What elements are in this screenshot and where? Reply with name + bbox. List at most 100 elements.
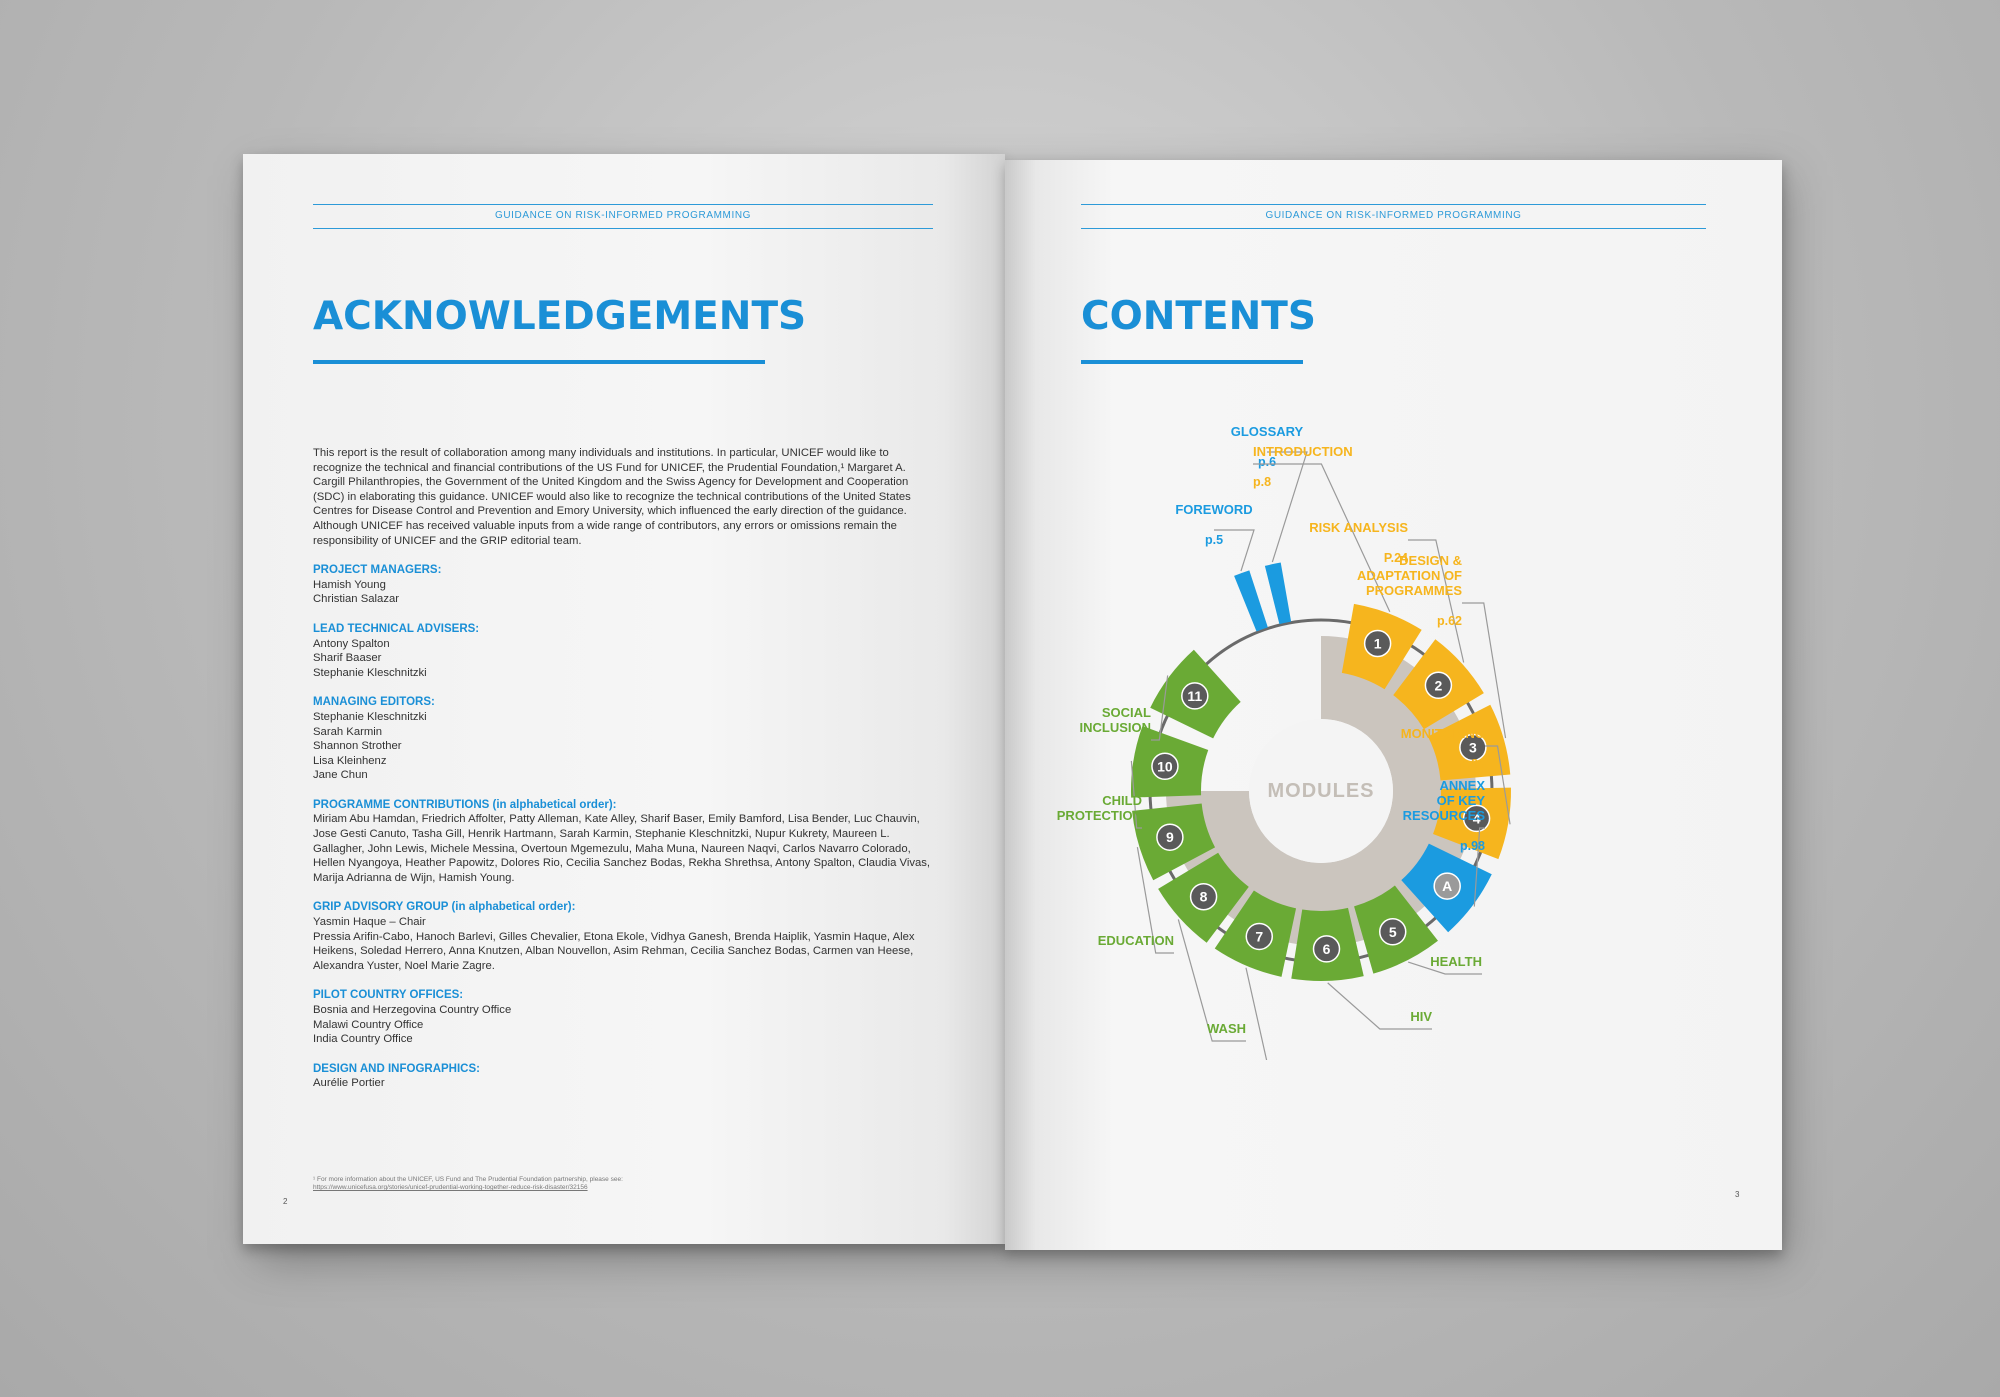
module-number-badge xyxy=(1378,918,1407,946)
toc-label: GLOSSARY xyxy=(1231,424,1304,439)
center-label: MODULES xyxy=(1268,780,1375,802)
toc-item-9[interactable]: 9 EDUCATION xyxy=(1098,803,1216,954)
credit-line: Antony Spalton xyxy=(313,637,390,650)
toc-item-7[interactable]: 7NUTRITION xyxy=(1214,890,1301,1060)
module-number-badge xyxy=(1462,804,1491,833)
page-number: 3 xyxy=(1735,1190,1740,1199)
toc-item-2[interactable]: 2 RISK ANALYSIS P.24 xyxy=(1309,520,1484,730)
credit-section: PROJECT MANAGERS: Hamish Young Christian S… xyxy=(313,563,933,607)
module-number: 5 xyxy=(1389,924,1397,940)
module-number: 2 xyxy=(1435,677,1443,693)
footnote-link[interactable]: https://www.unicefusa.org/stories/unicef… xyxy=(313,1184,588,1191)
credit-section: GRIP ADVISORY GROUP (in alphabetical ord… xyxy=(313,900,933,973)
module-number: 9 xyxy=(1166,829,1174,845)
module-number-badge xyxy=(1433,872,1461,900)
credit-line: Aurélie Portier xyxy=(313,1077,385,1090)
leader-line xyxy=(1245,967,1268,1060)
toc-label: FOREWORD xyxy=(1175,502,1252,517)
toc-item-8[interactable]: 8 WASH xyxy=(1158,852,1249,1042)
leader-line xyxy=(1214,529,1255,572)
toc-item-6[interactable]: 6 HIV xyxy=(1291,907,1432,1030)
module-number: 1 xyxy=(1374,635,1382,651)
leader-line xyxy=(1253,463,1391,613)
credit-line: Yasmin Haque – Chair xyxy=(313,916,426,929)
footnote: ¹ For more information about the UNICEF,… xyxy=(313,1176,733,1192)
running-head: GUIDANCE ON RISK-INFORMED PROGRAMMING xyxy=(494,210,752,221)
credit-section: PROGRAMME CONTRIBUTIONS (in alphabetical… xyxy=(313,798,933,886)
credit-line: Bosnia and Herzegovina Country Office xyxy=(313,1004,512,1016)
toc-item-1[interactable]: 1 INTRODUCTION p.8 xyxy=(1253,444,1422,690)
center-disk xyxy=(1249,719,1393,863)
toc-label: ADAPTATION OF xyxy=(1357,568,1462,583)
leader-line xyxy=(1130,760,1142,829)
front-matter-tab-foreword[interactable] xyxy=(1234,570,1268,632)
credit-line: Malawi Country Office xyxy=(313,1018,424,1031)
section-heading: MANAGING EDITORS: xyxy=(313,696,435,709)
credit-sections: PROJECT MANAGERS: Hamish Young Christian S… xyxy=(313,563,933,1091)
toc-item-5[interactable]: 5 HEALTH xyxy=(1354,885,1482,975)
toc-page-ref: P.24 xyxy=(1384,551,1408,565)
toc-label: HEALTH xyxy=(1430,954,1482,969)
credit-line: India Country Office xyxy=(313,1033,413,1046)
right-page: GUIDANCE ON RISK-INFORMED PROGRAMMING CO… xyxy=(1005,160,1782,1250)
credit-line: Miriam Abu Hamdan, Friedrich Affolter, P… xyxy=(313,813,931,884)
section-heading: DESIGN AND INFOGRAPHICS: xyxy=(313,1062,480,1075)
module-number: A xyxy=(1442,878,1452,894)
toc-label: CHILD xyxy=(1102,793,1142,808)
toc-page-ref: p.6 xyxy=(1258,455,1276,469)
header-rule-bottom xyxy=(313,228,933,229)
credit-line: Stephanie Kleschnitzki xyxy=(313,710,427,723)
footnote-text: ¹ For more information about the UNICEF,… xyxy=(313,1176,623,1183)
module-number: 6 xyxy=(1323,941,1331,957)
module-number-badge xyxy=(1424,671,1453,700)
toc-label: PROTECTION xyxy=(1057,808,1142,823)
module-number-badge xyxy=(1245,922,1274,951)
toc-label: MONITORING xyxy=(1401,726,1485,741)
section-heading: PROGRAMME CONTRIBUTIONS (in alphabetical… xyxy=(313,798,617,811)
toc-label: RISK ANALYSIS xyxy=(1309,520,1408,535)
leader-line xyxy=(1267,451,1308,563)
credit-line: Lisa Kleinhenz xyxy=(313,754,387,767)
front-matter-tab-glossary[interactable] xyxy=(1264,562,1292,625)
toc-label: OF KEY xyxy=(1437,793,1486,808)
left-page: GUIDANCE ON RISK-INFORMED PROGRAMMING AC… xyxy=(243,154,1005,1244)
module-number: 7 xyxy=(1255,928,1263,944)
page-title: CONTENTS xyxy=(1081,294,1316,339)
credit-line: Jane Chun xyxy=(313,769,368,782)
toc-label: SOCIAL xyxy=(1102,705,1151,720)
leader-line xyxy=(1408,539,1465,663)
module-number-badge xyxy=(1156,823,1184,851)
toc-page-ref: p.98 xyxy=(1460,839,1485,853)
header-rule-bottom xyxy=(1081,228,1706,229)
title-underline xyxy=(313,360,765,364)
credit-line: Sharif Baaser xyxy=(313,652,382,665)
toc-item-4[interactable]: 4 MONITORING p.86 xyxy=(1401,726,1511,860)
section-heading: GRIP ADVISORY GROUP (in alphabetical ord… xyxy=(313,901,576,914)
toc-label: PROGRAMMES xyxy=(1366,583,1462,598)
credit-section: PILOT COUNTRY OFFICES: Bosnia and Herzego… xyxy=(313,988,933,1046)
toc-label: WASH xyxy=(1207,1021,1246,1036)
running-head: GUIDANCE ON RISK-INFORMED PROGRAMMING xyxy=(1265,210,1522,221)
credit-line: Hamish Young xyxy=(313,578,386,591)
module-number: 11 xyxy=(1187,688,1202,704)
credit-section: DESIGN AND INFOGRAPHICS: Aurélie Portier xyxy=(313,1062,933,1091)
acknowledgements-body: This report is the result of collaborati… xyxy=(313,446,933,1091)
toc-page-ref: p.86 xyxy=(1460,757,1485,771)
toc-label: ANNEX xyxy=(1439,778,1485,793)
header-rule-top xyxy=(313,204,933,205)
section-heading: LEAD TECHNICAL ADVISERS: xyxy=(313,622,480,635)
section-heading: PILOT COUNTRY OFFICES: xyxy=(313,989,464,1002)
module-number-badge xyxy=(1189,882,1218,911)
leader-line xyxy=(1485,745,1511,825)
leader-line xyxy=(1151,675,1169,741)
module-number: 8 xyxy=(1200,889,1208,905)
toc-item-foreword[interactable]: FOREWORD p.5 xyxy=(1175,502,1268,632)
module-number: 4 xyxy=(1473,810,1481,826)
credit-section: MANAGING EDITORS: Stephanie Kleschnitzki S… xyxy=(313,695,933,783)
toc-item-glossary[interactable]: GLOSSARY p.6 xyxy=(1231,424,1308,625)
toc-label: DESIGN & xyxy=(1399,553,1462,568)
